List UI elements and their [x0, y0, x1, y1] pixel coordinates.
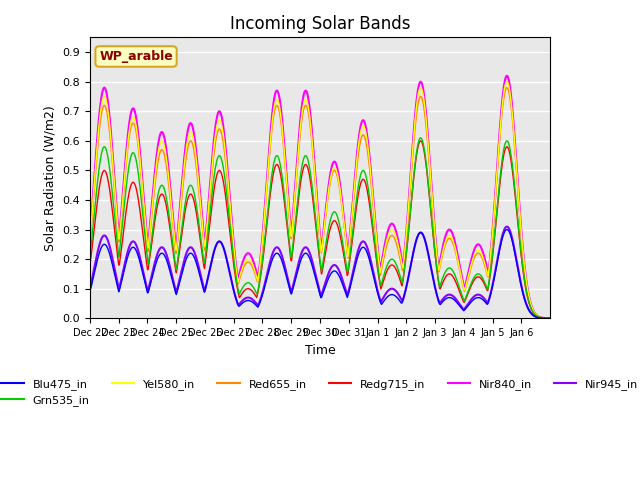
Blu475_in: [265, 268, 273, 274]
Legend: Blu475_in, Grn535_in, Yel580_in, Red655_in, Redg715_in, Nir840_in, Nir945_in: Blu475_in, Grn535_in, Yel580_in, Red655_…: [0, 374, 640, 410]
Title: Incoming Solar Bands: Incoming Solar Bands: [230, 15, 410, 33]
Redg715_in: [393, 267, 401, 273]
Nir945_in: [225, 264, 232, 270]
Redg715_in: [225, 218, 232, 224]
Nir945_in: [140, 272, 148, 278]
Blu475_in: [546, 315, 554, 321]
Nir945_in: [546, 315, 554, 321]
Grn535_in: [140, 223, 148, 228]
Y-axis label: Solar Radiation (W/m2): Solar Radiation (W/m2): [44, 105, 57, 251]
Redg715_in: [546, 315, 554, 321]
Red655_in: [265, 162, 273, 168]
Nir840_in: [367, 166, 374, 172]
Grn535_in: [393, 262, 401, 268]
Yel580_in: [248, 259, 255, 265]
Grn535_in: [265, 198, 273, 204]
Red655_in: [140, 206, 148, 212]
Blu475_in: [248, 299, 255, 304]
Nir840_in: [546, 315, 554, 321]
Nir945_in: [265, 264, 273, 270]
Red655_in: [503, 85, 511, 91]
Yel580_in: [140, 203, 148, 209]
Yel580_in: [367, 170, 374, 176]
Nir945_in: [393, 289, 401, 295]
Blu475_in: [503, 227, 511, 232]
Grn535_in: [417, 135, 424, 141]
Yel580_in: [503, 79, 511, 84]
X-axis label: Time: Time: [305, 344, 335, 357]
Nir840_in: [393, 230, 401, 236]
Nir945_in: [86, 286, 94, 291]
Blu475_in: [393, 294, 401, 300]
Nir840_in: [225, 179, 232, 184]
Blu475_in: [86, 289, 94, 295]
Nir840_in: [86, 232, 94, 238]
Red655_in: [393, 241, 401, 247]
Redg715_in: [417, 138, 424, 144]
Text: WP_arable: WP_arable: [99, 50, 173, 63]
Red655_in: [86, 239, 94, 244]
Yel580_in: [225, 184, 232, 190]
Yel580_in: [393, 235, 401, 241]
Line: Blu475_in: Blu475_in: [90, 229, 550, 318]
Redg715_in: [140, 240, 148, 245]
Grn535_in: [225, 208, 232, 214]
Grn535_in: [248, 282, 255, 288]
Redg715_in: [367, 211, 374, 216]
Red655_in: [225, 191, 232, 196]
Nir840_in: [265, 151, 273, 157]
Nir945_in: [503, 224, 511, 229]
Blu475_in: [140, 276, 148, 281]
Nir945_in: [248, 296, 255, 301]
Yel580_in: [86, 235, 94, 241]
Line: Grn535_in: Grn535_in: [90, 138, 550, 318]
Yel580_in: [546, 315, 554, 321]
Redg715_in: [265, 204, 273, 210]
Nir840_in: [503, 73, 511, 79]
Grn535_in: [367, 204, 374, 210]
Red655_in: [546, 315, 554, 321]
Redg715_in: [248, 287, 255, 293]
Line: Yel580_in: Yel580_in: [90, 82, 550, 318]
Line: Nir840_in: Nir840_in: [90, 76, 550, 318]
Red655_in: [248, 262, 255, 268]
Nir945_in: [367, 257, 374, 263]
Nir840_in: [140, 198, 148, 204]
Line: Redg715_in: Redg715_in: [90, 141, 550, 318]
Line: Red655_in: Red655_in: [90, 88, 550, 318]
Yel580_in: [265, 158, 273, 164]
Red655_in: [367, 177, 374, 183]
Grn535_in: [86, 253, 94, 259]
Line: Nir945_in: Nir945_in: [90, 227, 550, 318]
Redg715_in: [86, 262, 94, 268]
Grn535_in: [546, 315, 554, 321]
Blu475_in: [225, 264, 232, 270]
Nir840_in: [248, 253, 255, 259]
Blu475_in: [367, 262, 374, 267]
